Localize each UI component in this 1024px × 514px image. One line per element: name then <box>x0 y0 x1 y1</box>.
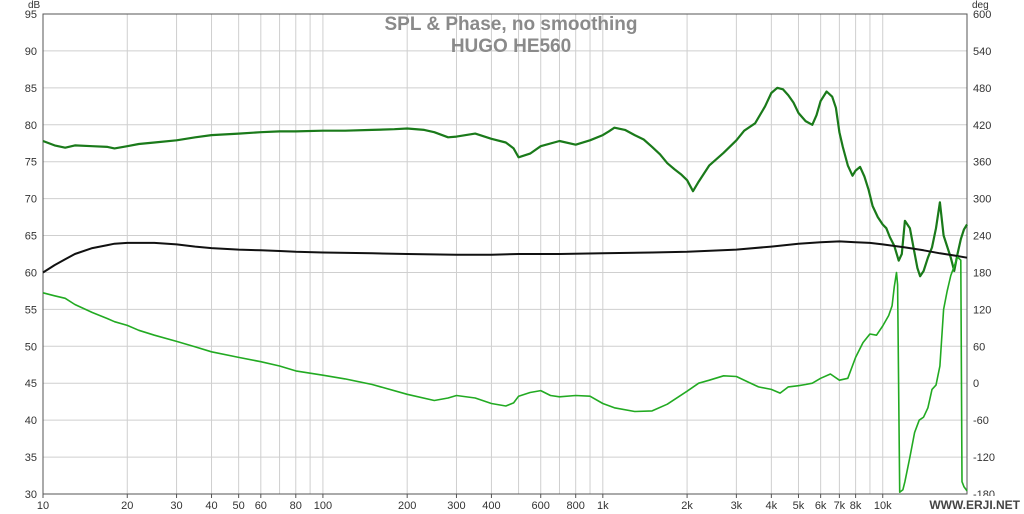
right-tick-label: 180 <box>973 267 991 279</box>
right-tick-label: -60 <box>973 415 989 427</box>
left-tick-label: 65 <box>25 231 37 243</box>
series-line-3 <box>42 256 968 493</box>
chart-subtitle: HUGO HE560 <box>451 36 571 57</box>
chart-title: SPL & Phase, no smoothing <box>384 14 637 35</box>
watermark-bg <box>906 496 1022 512</box>
right-tick-label: 540 <box>973 46 991 58</box>
series-line-1 <box>42 86 968 278</box>
left-tick-label: 80 <box>25 120 37 132</box>
right-axis-ticks: 600540480420360300240180120600-60-120-18… <box>973 9 995 501</box>
left-tick-label: 70 <box>25 194 37 206</box>
right-tick-label: 120 <box>973 304 991 316</box>
x-tick-label: 100 <box>314 500 332 512</box>
x-tick-label: 3k <box>731 500 743 512</box>
left-axis-ticks: 95 90 85 80 75 70 65 60 55 50 45 40 35 30 <box>25 9 37 501</box>
plot-area-frame <box>42 13 968 495</box>
x-tick-label: 40 <box>205 500 217 512</box>
x-tick-label: 2k <box>681 500 693 512</box>
left-tick-label: 95 <box>25 9 37 21</box>
x-tick-label: 400 <box>482 500 500 512</box>
x-axis-ticks: 10 20 30 40 50 60 80 100 200 300 400 600 800 1k 2k 3k 4k… <box>37 494 892 512</box>
right-tick-label: -120 <box>973 452 995 464</box>
left-tick-label: 90 <box>25 46 37 58</box>
x-tick-label: 300 <box>447 500 465 512</box>
series-layer <box>42 86 968 493</box>
right-tick-label: 420 <box>973 120 991 132</box>
right-tick-label: 480 <box>973 83 991 95</box>
left-tick-label: 30 <box>25 489 37 501</box>
right-tick-label: 360 <box>973 157 991 169</box>
right-tick-label: 600 <box>973 9 991 21</box>
x-tick-label: 30 <box>170 500 182 512</box>
x-tick-label: 20 <box>121 500 133 512</box>
left-tick-label: 55 <box>25 304 37 316</box>
left-tick-label: 45 <box>25 378 37 390</box>
watermark-text: WWW.ERJI.NET <box>929 498 1020 512</box>
x-tick-label: 80 <box>290 500 302 512</box>
x-tick-label: 4k <box>766 500 778 512</box>
left-tick-label: 75 <box>25 157 37 169</box>
x-tick-label: 1k <box>597 500 609 512</box>
x-tick-label: 10 <box>37 500 49 512</box>
left-axis-unit: dB <box>28 0 41 11</box>
x-tick-label: 800 <box>567 500 585 512</box>
right-tick-label: 300 <box>973 194 991 206</box>
x-tick-label: 200 <box>398 500 416 512</box>
left-tick-label: 85 <box>25 83 37 95</box>
x-tick-label: 600 <box>532 500 550 512</box>
right-tick-label: 0 <box>973 378 979 390</box>
right-tick-label: 240 <box>973 231 991 243</box>
x-tick-label: 5k <box>793 500 805 512</box>
x-tick-label: 6k <box>815 500 827 512</box>
right-tick-label: 60 <box>973 341 985 353</box>
left-tick-label: 35 <box>25 452 37 464</box>
x-tick-label: 7k <box>834 500 846 512</box>
left-tick-label: 40 <box>25 415 37 427</box>
left-tick-label: 60 <box>25 267 37 279</box>
right-axis-unit: deg <box>972 0 989 11</box>
left-tick-label: 50 <box>25 341 37 353</box>
x-tick-label: 8k <box>850 500 862 512</box>
x-tick-label: 10k <box>874 500 892 512</box>
series-line-2 <box>42 240 968 274</box>
x-tick-label: 60 <box>255 500 267 512</box>
x-tick-label: 50 <box>233 500 245 512</box>
